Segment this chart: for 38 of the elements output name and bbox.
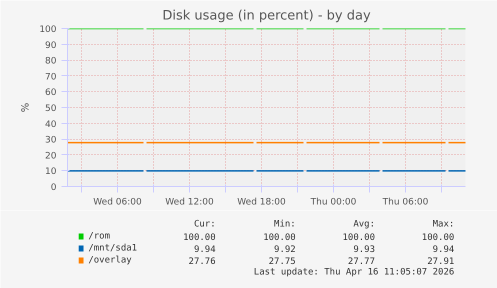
x-tick-label: Thu 00:00 (310, 198, 357, 208)
text: Avg: (353, 220, 376, 230)
text: 27.75 (268, 257, 296, 267)
legend-label: /mnt/sda1 (88, 244, 138, 254)
y-tick-label: 0 (50, 183, 57, 193)
legend-label: /overlay (88, 256, 132, 266)
y-tick-label: 80 (45, 56, 57, 67)
text: 27.76 (188, 257, 216, 267)
chart-title: Disk usage (in percent) - by day (162, 8, 371, 24)
text: 27.77 (348, 257, 376, 267)
y-tick-label: 90 (45, 40, 57, 51)
text: Max: (432, 220, 454, 230)
text: 9.93 (353, 245, 376, 255)
x-tick-label: Wed 06:00 (93, 198, 142, 208)
text: 9.92 (274, 245, 296, 255)
text: Cur: (194, 220, 216, 230)
text: 27.91 (427, 257, 454, 267)
x-tick-label: Wed 18:00 (237, 198, 286, 208)
text: 100.00 (183, 233, 216, 243)
text: 100.00 (342, 233, 376, 243)
x-tick-label: Wed 12:00 (165, 198, 214, 208)
y-tick-label: 20 (45, 151, 57, 162)
y-tick-label: 70 (45, 72, 57, 82)
text: 9.94 (432, 245, 454, 255)
y-tick-label: 100 (39, 25, 57, 35)
text: Last update: Thu Apr 16 11:05:07 2026 (254, 268, 454, 278)
x-tick-label: Thu 06:00 (382, 198, 429, 208)
y-tick-label: 10 (45, 167, 57, 178)
text: Min: (274, 220, 296, 230)
y-axis-title: % (20, 102, 32, 112)
text: 9.94 (194, 245, 216, 255)
text: 100.00 (263, 233, 296, 243)
y-tick-label: 30 (45, 136, 57, 146)
y-tick-label: 40 (45, 120, 57, 130)
legend-label: /rom (88, 232, 110, 242)
y-tick-label: 50 (45, 104, 57, 114)
text: 100.00 (422, 233, 454, 243)
y-tick-label: 60 (45, 88, 57, 98)
